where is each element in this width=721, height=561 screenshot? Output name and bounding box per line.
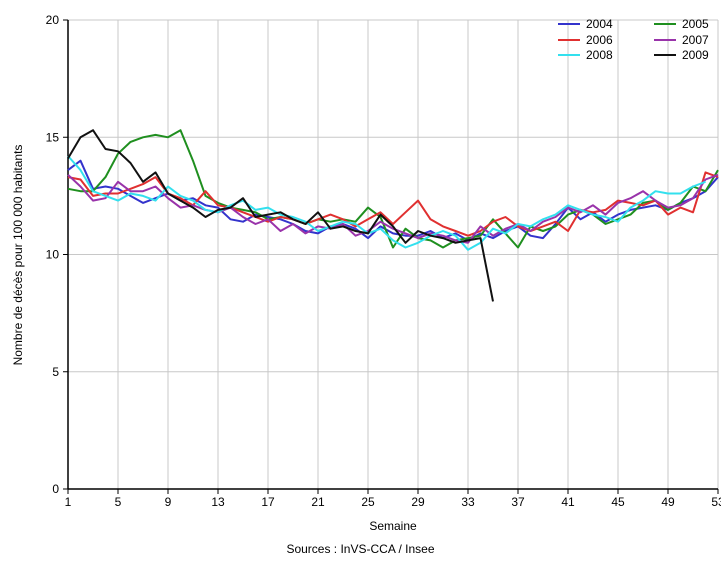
legend-label-2006: 2006 xyxy=(586,33,613,47)
x-tick-label: 53 xyxy=(711,495,721,509)
x-axis-label: Semaine xyxy=(369,519,417,533)
series-lines xyxy=(67,129,719,302)
y-tick-label: 10 xyxy=(46,248,60,262)
source-note: Sources : InVS-CCA / Insee xyxy=(286,542,435,556)
legend-label-2004: 2004 xyxy=(586,17,613,31)
x-tick-label: 13 xyxy=(211,495,225,509)
x-tick-label: 33 xyxy=(461,495,475,509)
y-tick-label: 20 xyxy=(46,13,60,27)
x-tick-label: 9 xyxy=(165,495,172,509)
x-tick-labels: 1 5 9 13 17 21 25 29 33 37 41 45 49 53 xyxy=(65,495,721,509)
x-tick-label: 17 xyxy=(261,495,275,509)
y-axis-label: Nombre de décès pour 100 000 habitants xyxy=(11,145,25,366)
y-tick-labels: 0 5 10 15 20 xyxy=(46,13,60,496)
legend-label-2008: 2008 xyxy=(586,48,613,62)
x-tick-label: 1 xyxy=(65,495,72,509)
x-tick-label: 29 xyxy=(411,495,425,509)
series-line-2008 xyxy=(67,155,706,251)
x-tick-label: 49 xyxy=(661,495,675,509)
y-tick-label: 0 xyxy=(52,482,59,496)
x-tick-label: 5 xyxy=(115,495,122,509)
grid-lines xyxy=(68,19,719,489)
y-tick-label: 15 xyxy=(46,130,60,144)
series-line-2007 xyxy=(67,173,719,244)
y-tick-label: 5 xyxy=(52,365,59,379)
x-tick-label: 37 xyxy=(511,495,525,509)
series-line-2006 xyxy=(67,171,719,237)
legend-label-2009: 2009 xyxy=(682,48,709,62)
axes xyxy=(63,19,719,494)
x-tick-label: 41 xyxy=(561,495,575,509)
legend: 2004 2005 2006 2007 2008 2009 xyxy=(558,17,709,62)
series-line-2005 xyxy=(67,129,719,249)
x-tick-label: 21 xyxy=(311,495,325,509)
legend-label-2007: 2007 xyxy=(682,33,709,47)
legend-label-2005: 2005 xyxy=(682,17,709,31)
x-tick-label: 25 xyxy=(361,495,375,509)
series-line-2009 xyxy=(67,129,494,302)
x-tick-label: 45 xyxy=(611,495,625,509)
